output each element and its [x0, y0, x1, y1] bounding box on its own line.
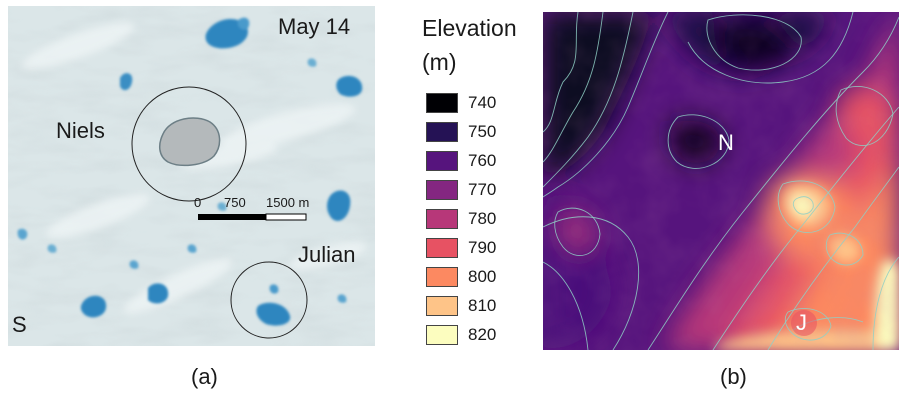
satellite-image-panel: May 14 Niels Julian S 0 750 1500 m — [8, 6, 375, 346]
legend-value: 780 — [468, 209, 496, 229]
legend-swatch — [426, 122, 458, 142]
image-date: May 14 — [278, 14, 350, 40]
legend-value: 760 — [468, 151, 496, 171]
legend-swatch — [426, 267, 458, 287]
legend-value: 770 — [468, 180, 496, 200]
scalebar-tick-750: 750 — [224, 195, 246, 210]
caption-b: (b) — [720, 364, 747, 390]
legend-value: 800 — [468, 267, 496, 287]
marker-niels: N — [718, 130, 734, 156]
scalebar-tick-1500: 1500 m — [266, 195, 309, 210]
legend-value: 820 — [468, 325, 496, 345]
legend-entry: 760 — [426, 150, 496, 172]
marker-julian: J — [796, 310, 807, 336]
legend-value: 790 — [468, 238, 496, 258]
legend-entry: 740 — [426, 92, 496, 114]
legend-swatch — [426, 238, 458, 258]
label-julian: Julian — [298, 242, 355, 268]
legend-entry: 780 — [426, 208, 496, 230]
legend-entry: 800 — [426, 266, 496, 288]
legend-title: Elevation — [422, 14, 517, 42]
legend-swatch — [426, 151, 458, 171]
legend-swatch — [426, 325, 458, 345]
legend-swatch — [426, 180, 458, 200]
legend-value: 810 — [468, 296, 496, 316]
legend-value: 750 — [468, 122, 496, 142]
caption-a: (a) — [191, 364, 218, 390]
satellite-image — [8, 6, 375, 346]
legend-swatch — [426, 93, 458, 113]
legend-unit: (m) — [422, 48, 456, 76]
legend-entry: 750 — [426, 121, 496, 143]
elevation-legend: Elevation (m) 740 750 760 770 780 790 800 810 82… — [422, 14, 534, 354]
legend-entry: 770 — [426, 179, 496, 201]
orientation-letter: S — [12, 312, 27, 338]
elevation-map — [543, 12, 899, 350]
legend-swatch — [426, 296, 458, 316]
elevation-map-panel: N J — [543, 12, 899, 350]
label-niels: Niels — [56, 118, 105, 144]
scalebar-tick-0: 0 — [194, 195, 201, 210]
legend-entry: 810 — [426, 295, 496, 317]
legend-entry: 790 — [426, 237, 496, 259]
legend-entry: 820 — [426, 324, 496, 346]
legend-value: 740 — [468, 93, 496, 113]
legend-swatch — [426, 209, 458, 229]
scale-bar — [198, 214, 306, 220]
